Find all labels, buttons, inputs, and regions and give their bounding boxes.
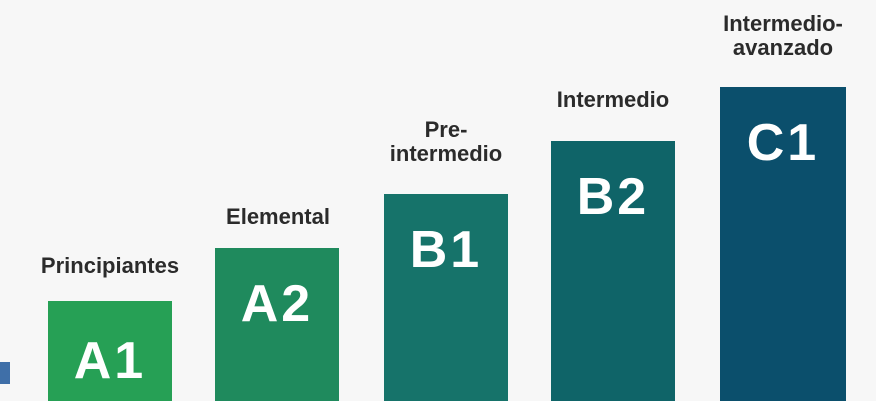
- level-label-a1-line1: Principiantes: [40, 253, 180, 278]
- level-label-c1: Intermedio- avanzado: [683, 12, 876, 60]
- level-code-c1: C1: [746, 114, 820, 172]
- level-label-b1-line1: Pre-: [424, 117, 468, 142]
- level-label-a2: Elemental: [195, 205, 361, 229]
- level-label-b1-line2: intermedio: [389, 140, 503, 166]
- level-label-b1: Pre- intermedio: [356, 118, 536, 166]
- level-bar-b2: B2: [551, 141, 675, 401]
- level-code-a1: A1: [73, 332, 147, 390]
- level-code-a2: A2: [240, 275, 314, 333]
- level-bar-c1: C1: [720, 87, 846, 401]
- level-bar-a2: A2: [215, 248, 339, 401]
- level-label-b2-line1: Intermedio: [556, 87, 670, 112]
- level-label-a1: Principiantes: [12, 254, 208, 278]
- level-label-c1-line1: Intermedio-: [723, 11, 843, 36]
- level-bar-b1: B1: [384, 194, 508, 401]
- level-bar-a1: A1: [48, 301, 172, 401]
- edge-accent-mark: [0, 362, 10, 384]
- level-code-b1: B1: [409, 221, 483, 279]
- level-label-b2: Intermedio: [518, 88, 708, 112]
- level-label-a2-line1: Elemental: [226, 204, 330, 229]
- level-code-b2: B2: [576, 168, 650, 226]
- level-label-c1-line2: avanzado: [732, 34, 834, 60]
